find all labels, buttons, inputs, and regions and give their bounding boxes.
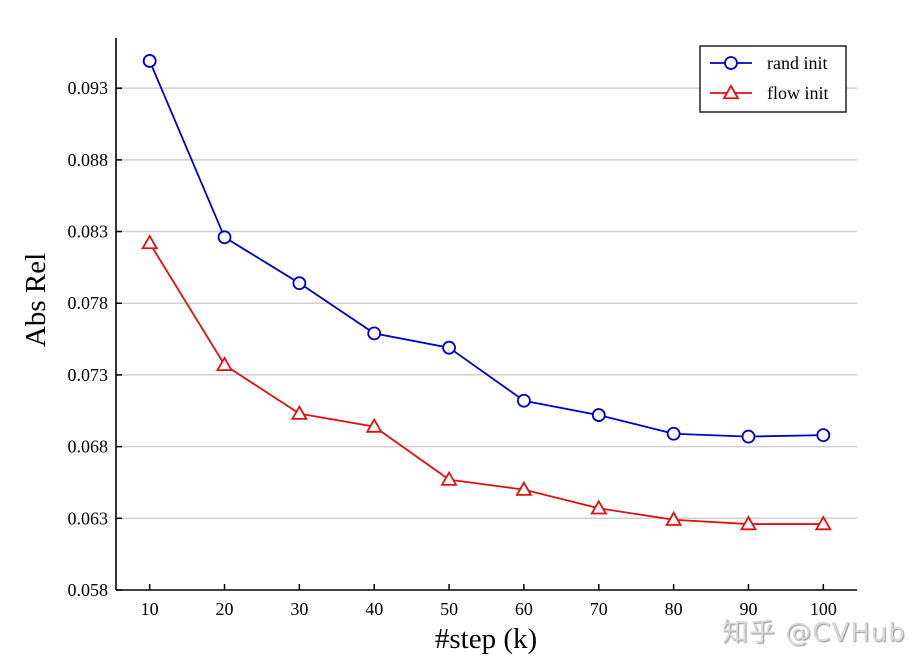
legend-item: flow init [710,83,829,103]
data-point [816,428,831,443]
series-rand-init [142,54,831,444]
x-axis-label: #step (k) [435,623,537,655]
data-point [290,404,308,420]
data-point [515,480,533,496]
legend-marker [724,56,738,70]
y-tick-label: 0.078 [68,293,109,313]
series-group [141,54,832,531]
series-line [148,242,824,525]
data-point [590,499,608,515]
grid-lines [116,87,857,520]
y-axis-label: Abs Rel [20,253,52,347]
data-point [814,515,832,531]
data-point [666,426,681,441]
legend-box [699,45,847,113]
x-tick-label: 50 [440,599,458,619]
x-ticks: 10 20 30 40 50 60 70 80 90 100 [141,584,837,619]
x-tick-label: 40 [365,599,383,619]
x-tick-label: 90 [739,599,757,619]
x-tick-label: 10 [141,599,159,619]
legend-item: rand init [710,53,828,73]
x-tick-label: 60 [515,599,533,619]
series-line [148,60,824,438]
x-tick-label: 80 [665,599,683,619]
legend-marker [722,84,740,100]
y-tick-label: 0.058 [68,580,109,600]
data-point [365,417,383,433]
y-tick-label: 0.073 [68,365,109,385]
legend-label: rand init [767,53,828,73]
legend-label: flow init [767,83,829,103]
x-tick-label: 30 [290,599,308,619]
axes [115,38,857,591]
data-point [665,510,683,526]
y-tick-label: 0.063 [68,508,109,528]
y-tick-label: 0.093 [68,78,109,98]
data-point [367,326,382,341]
data-point [142,54,157,68]
x-tick-label: 70 [590,599,608,619]
data-point [739,515,758,531]
data-point [292,276,307,291]
watermark: 知乎 @CVHub [722,618,906,648]
data-point [215,356,234,372]
data-point [217,230,232,245]
x-tick-label: 20 [216,599,234,619]
data-point [440,470,458,486]
series-flow-init [141,234,832,531]
data-point [141,234,159,250]
y-tick-label: 0.088 [68,150,109,170]
y-tick-label: 0.068 [68,437,109,457]
y-ticks: 0.058 0.063 0.068 0.073 0.078 0.083 0.088 0.093 [68,78,122,600]
data-point [442,340,456,355]
x-tick-label: 100 [810,599,837,619]
data-point [741,429,756,444]
data-point [517,393,531,408]
legend: rand init flow init [699,45,847,113]
data-point [591,408,606,422]
y-tick-label: 0.083 [68,222,109,242]
